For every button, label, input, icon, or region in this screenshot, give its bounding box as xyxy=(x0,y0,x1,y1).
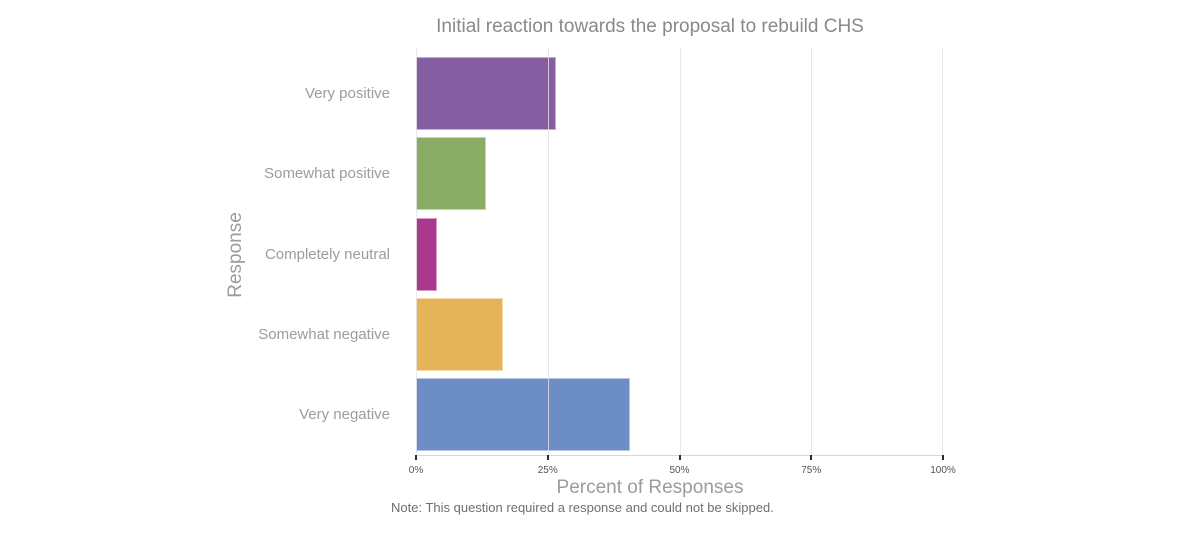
x-tick-mark xyxy=(415,455,417,460)
x-tick-label: 100% xyxy=(930,465,956,476)
y-axis-category-row: Somewhat negative xyxy=(0,294,390,374)
y-axis-category-label: Very positive xyxy=(304,84,390,102)
chart-title: Initial reaction towards the proposal to… xyxy=(436,16,864,37)
plot-bars xyxy=(416,53,943,455)
bar-row xyxy=(416,53,943,133)
x-tick-label: 75% xyxy=(801,465,822,476)
x-tick-label: 25% xyxy=(537,465,558,476)
y-axis-labels: Very positive Somewhat positive Completely… xyxy=(0,53,390,455)
y-axis-category-label: Somewhat positive xyxy=(264,165,390,183)
bar-row xyxy=(416,294,943,374)
x-tick-label: 0% xyxy=(408,465,424,476)
x-tick-label: 50% xyxy=(669,465,690,476)
x-axis-ticks: 0% 25% 50% 75% 100% xyxy=(409,455,956,485)
y-axis-category-label: Very negative xyxy=(299,406,390,424)
y-axis-category-label: Completely neutral xyxy=(264,245,390,263)
y-axis-category-row: Somewhat positive xyxy=(0,133,390,213)
x-tick-mark xyxy=(942,455,944,460)
x-tick-mark xyxy=(810,455,813,460)
bar-somewhat-positive xyxy=(416,137,487,211)
plot-area xyxy=(416,47,943,456)
y-axis-category-row: Very negative xyxy=(0,375,390,455)
bar-very-negative xyxy=(416,378,630,452)
chart-note: Note: This question required a response … xyxy=(391,500,774,515)
bar-very-positive xyxy=(416,56,557,130)
x-tick-mark xyxy=(678,455,681,460)
y-axis-category-row: Completely neutral xyxy=(0,214,390,294)
bar-row xyxy=(416,133,943,213)
bar-row xyxy=(416,375,943,455)
y-axis-category-row: Very positive xyxy=(0,53,390,133)
bar-completely-neutral xyxy=(416,217,438,291)
bar-somewhat-negative xyxy=(416,297,503,371)
bar-row xyxy=(416,214,943,294)
x-axis-title: Percent of Responses xyxy=(556,477,744,498)
x-tick-mark xyxy=(546,455,549,460)
y-axis-category-label: Somewhat negative xyxy=(258,325,390,343)
